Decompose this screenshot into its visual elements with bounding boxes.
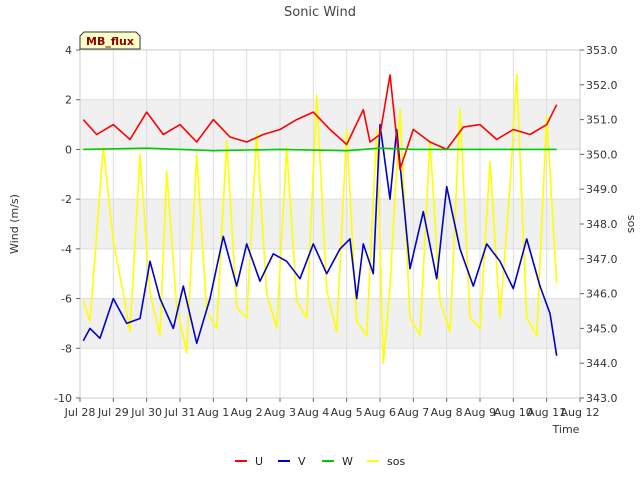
series-line-u xyxy=(82,74,558,171)
y-tick-label: -2 xyxy=(61,193,72,206)
band-group xyxy=(80,99,580,349)
y-tick-label: -8 xyxy=(61,342,72,355)
y-tick-label: 2 xyxy=(65,94,72,107)
x-tick-label: Aug 11 xyxy=(527,406,566,419)
y-tick-label: -6 xyxy=(61,293,72,306)
y2-tick-label: 345.0 xyxy=(586,322,618,335)
x-tick-label: Aug 4 xyxy=(297,406,329,419)
y2-axis-title: sos xyxy=(625,215,638,233)
y-tick-label: 4 xyxy=(65,44,72,57)
y2-tick-label: 347.0 xyxy=(586,253,618,266)
x-tick-label: Jul 30 xyxy=(130,406,162,419)
y-tick-label: 0 xyxy=(65,143,72,156)
x-tick-label: Aug 7 xyxy=(397,406,429,419)
y-axis-title: Wind (m/s) xyxy=(8,194,21,254)
y2-tick-label: 346.0 xyxy=(586,288,618,301)
y-tick-label: -4 xyxy=(61,243,72,256)
y2-tick-label: 352.0 xyxy=(586,79,618,92)
y2-tick-label: 344.0 xyxy=(586,357,618,370)
x-tick-label: Aug 5 xyxy=(331,406,363,419)
x-tick-label: Aug 3 xyxy=(264,406,296,419)
y2-tick-label: 353.0 xyxy=(586,44,618,57)
background-band xyxy=(80,99,580,150)
x-tick-label: Aug 10 xyxy=(494,406,533,419)
x-tick-label: Jul 31 xyxy=(164,406,196,419)
legend-label-sos: sos xyxy=(387,455,405,468)
series-line-sos xyxy=(82,73,558,365)
x-tick-label: Aug 9 xyxy=(464,406,496,419)
badge-label: MB_flux xyxy=(86,35,134,48)
y-tick-label: -10 xyxy=(54,392,72,405)
y2-tick-label: 351.0 xyxy=(586,114,618,127)
x-tick-label: Jul 29 xyxy=(97,406,129,419)
mb-flux-badge: MB_flux xyxy=(79,31,141,50)
y2-tick-label: 348.0 xyxy=(586,218,618,231)
y2-tick-label: 343.0 xyxy=(586,392,618,405)
x-tick-label: Aug 12 xyxy=(561,406,600,419)
x-tick-label: Jul 28 xyxy=(64,406,96,419)
x-tick-label: Aug 8 xyxy=(431,406,463,419)
series-group xyxy=(82,73,558,365)
x-tick-label: Aug 2 xyxy=(231,406,263,419)
legend-label-v: V xyxy=(298,455,306,468)
legend-label-u: U xyxy=(255,455,263,468)
x-tick-label: Aug 1 xyxy=(197,406,229,419)
badge-box xyxy=(79,31,141,50)
x-axis-title: Time xyxy=(552,423,580,436)
y2-tick-label: 350.0 xyxy=(586,148,618,161)
y2-tick-label: 349.0 xyxy=(586,183,618,196)
series-line-v xyxy=(82,123,558,356)
series-line-w xyxy=(83,147,557,152)
x-tick-label: Aug 6 xyxy=(364,406,396,419)
legend-label-w: W xyxy=(342,455,353,468)
chart-title: Sonic Wind xyxy=(284,5,356,20)
